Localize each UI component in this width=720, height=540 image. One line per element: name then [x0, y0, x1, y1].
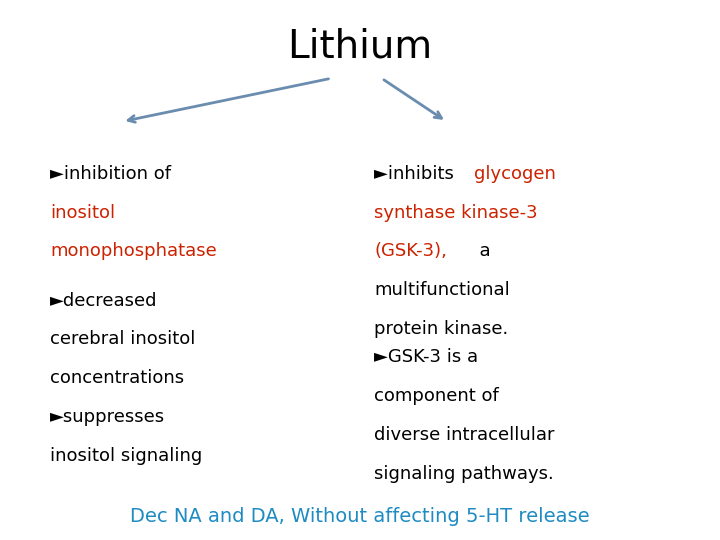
Text: inositol signaling: inositol signaling — [50, 447, 202, 464]
Text: monophosphatase: monophosphatase — [50, 242, 217, 260]
Text: ►inhibits: ►inhibits — [374, 165, 460, 183]
Text: ►suppresses: ►suppresses — [50, 408, 166, 426]
Text: glycogen: glycogen — [474, 165, 556, 183]
Text: cerebral inositol: cerebral inositol — [50, 330, 196, 348]
Text: a: a — [468, 242, 490, 260]
Text: ►GSK-3 is a: ►GSK-3 is a — [374, 348, 479, 366]
Text: ►decreased: ►decreased — [50, 292, 158, 309]
Text: synthase kinase-3: synthase kinase-3 — [374, 204, 538, 221]
Text: inositol: inositol — [50, 204, 115, 221]
Text: multifunctional: multifunctional — [374, 281, 510, 299]
Text: Lithium: Lithium — [287, 27, 433, 65]
Text: (GSK-3),: (GSK-3), — [374, 242, 447, 260]
Text: concentrations: concentrations — [50, 369, 184, 387]
Text: signaling pathways.: signaling pathways. — [374, 465, 554, 483]
Text: diverse intracellular: diverse intracellular — [374, 426, 555, 444]
Text: Dec NA and DA, Without affecting 5-HT release: Dec NA and DA, Without affecting 5-HT re… — [130, 508, 590, 526]
Text: protein kinase.: protein kinase. — [374, 320, 508, 338]
Text: component of: component of — [374, 387, 499, 405]
Text: ►inhibition of: ►inhibition of — [50, 165, 171, 183]
